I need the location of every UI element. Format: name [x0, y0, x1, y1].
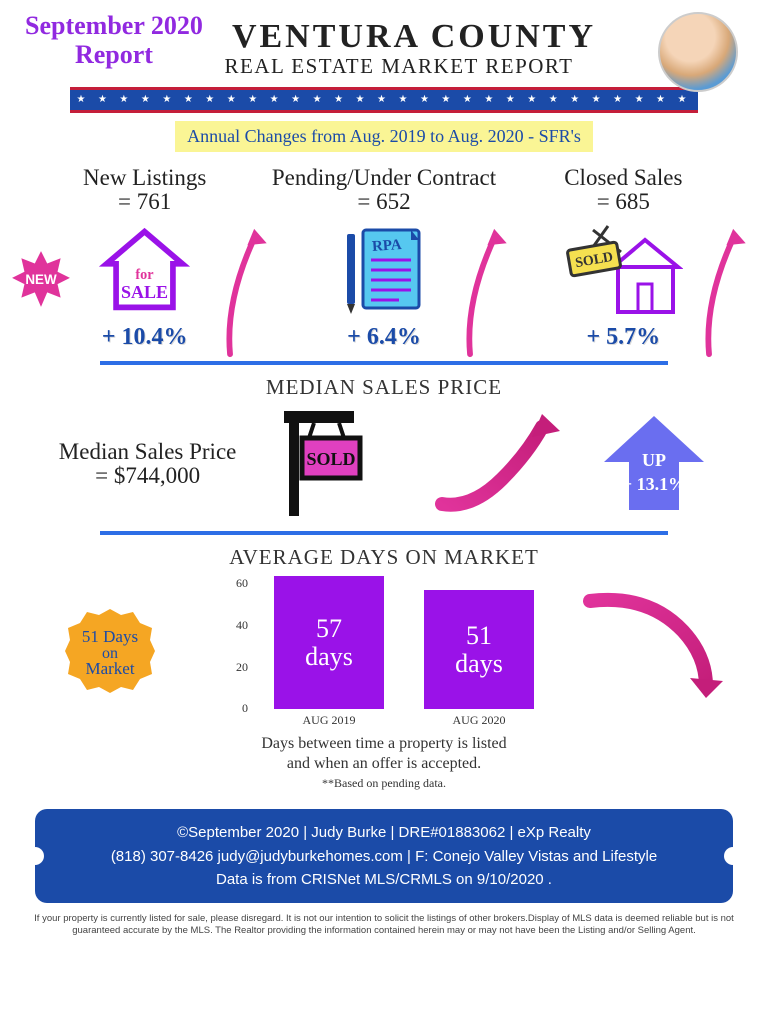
svg-text:SALE: SALE — [121, 282, 168, 302]
big-up-arrow-icon: UP + 13.1% — [599, 414, 709, 514]
bar-category: AUG 2019 — [274, 713, 384, 728]
star-banner: ★ ★ ★ ★ ★ ★ ★ ★ ★ ★ ★ ★ ★ ★ ★ ★ ★ ★ ★ ★ … — [70, 87, 698, 113]
bar: 57days — [274, 576, 384, 709]
footer-plate: ©September 2020 | Judy Burke | DRE#01883… — [35, 809, 733, 903]
svg-text:RPA: RPA — [371, 237, 402, 255]
stat-pct: + 10.4% — [25, 324, 264, 351]
days-section-title: AVERAGE DAYS ON MARKET — [0, 545, 768, 570]
stat-label: Pending/Under Contract = 652 — [264, 166, 503, 214]
stat-label: Closed Sales = 685 — [504, 166, 743, 214]
curve-up-arrow-icon — [432, 409, 562, 519]
svg-text:UP: UP — [642, 450, 666, 470]
stat-pct: + 6.4% — [264, 324, 503, 351]
new-star-icon: NEW — [10, 249, 72, 311]
median-section-title: MEDIAN SALES PRICE — [0, 375, 768, 400]
stat-closed-sales: Closed Sales = 685 SOLD + 5.7% — [504, 166, 743, 351]
svg-text:+ 13.1%: + 13.1% — [622, 474, 686, 494]
stats-row: New Listings = 761 NEW for SALE + 10.4% … — [0, 166, 768, 351]
rpa-document-icon: RPA — [339, 222, 429, 317]
stat-new-listings: New Listings = 761 NEW for SALE + 10.4% — [25, 166, 264, 351]
header: September 2020 Report VENTURA COUNTY REA… — [0, 0, 768, 83]
days-chart-area: 51 Days on Market 60 40 20 0 57days AUG … — [0, 576, 768, 728]
disclaimer: If your property is currently listed for… — [0, 911, 768, 940]
for-sale-icon: for SALE — [97, 224, 192, 314]
report-month-label: September 2020 Report — [25, 12, 203, 69]
svg-text:for: for — [136, 267, 154, 283]
svg-text:SOLD: SOLD — [306, 449, 355, 469]
bar-category: AUG 2020 — [424, 713, 534, 728]
stat-pending: Pending/Under Contract = 652 RPA + 6.4% — [264, 166, 503, 351]
divider — [100, 531, 668, 535]
sold-sign-icon: SOLD — [274, 406, 394, 521]
days-bar-chart: 57days AUG 2019 51days AUG 2020 — [0, 576, 768, 728]
median-label: Median Sales Price = $744,000 — [59, 440, 237, 488]
median-row: Median Sales Price = $744,000 SOLD UP + … — [0, 406, 768, 521]
bar: 51days — [424, 590, 534, 709]
bar-aug-2019: 57days AUG 2019 — [274, 576, 384, 728]
report-text: Report — [75, 40, 153, 69]
yellow-highlight: Annual Changes from Aug. 2019 to Aug. 20… — [175, 121, 593, 152]
sold-house-icon: SOLD — [563, 222, 683, 317]
svg-text:NEW: NEW — [25, 272, 57, 287]
stat-label: New Listings = 761 — [25, 166, 264, 214]
stat-pct: + 5.7% — [504, 324, 743, 351]
footer-line: Data is from CRISNet MLS/CRMLS on 9/10/2… — [51, 868, 717, 891]
chart-caption: Days between time a property is listed a… — [0, 734, 768, 774]
avatar — [658, 12, 738, 92]
month-text: September 2020 — [25, 11, 203, 40]
divider — [100, 361, 668, 365]
footer-line: (818) 307-8426 judy@judyburkehomes.com |… — [51, 845, 717, 868]
up-indicator: UP + 13.1% — [599, 414, 709, 514]
bar-aug-2020: 51days AUG 2020 — [424, 590, 534, 728]
footer-line: ©September 2020 | Judy Burke | DRE#01883… — [51, 821, 717, 844]
chart-note: **Based on pending data. — [0, 776, 768, 791]
